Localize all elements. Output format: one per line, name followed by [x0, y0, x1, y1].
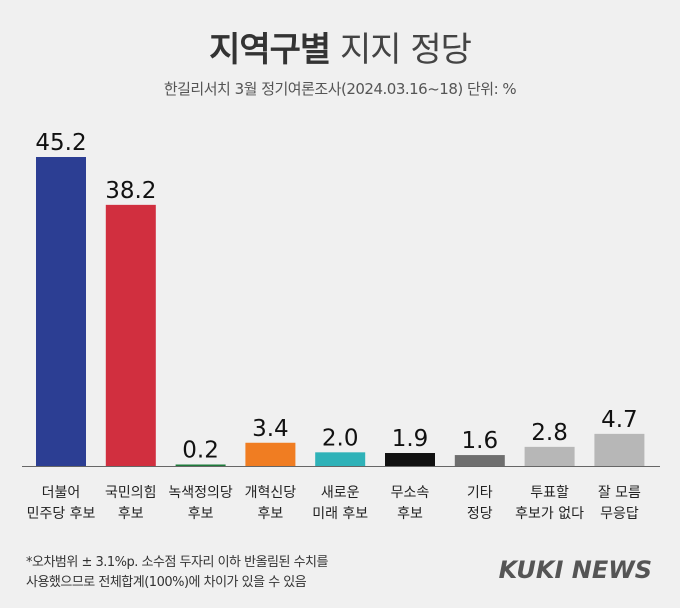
value-label-4: 2.0	[322, 425, 359, 451]
category-label-0-1: 민주당 후보	[27, 506, 96, 522]
category-label-1-0: 국민의힘	[105, 485, 157, 501]
bar-1	[105, 204, 156, 466]
chart-title: 지역구별 지지 정당	[0, 22, 680, 71]
category-label-3-1: 후보	[258, 506, 284, 522]
value-label-7: 2.8	[531, 420, 568, 446]
bar-5	[385, 453, 435, 466]
value-label-8: 4.7	[601, 407, 638, 433]
kuki-news-logo: KUKI NEWS	[498, 556, 652, 584]
category-label-7-1: 후보가 없다	[515, 506, 584, 522]
bar-3	[245, 442, 296, 466]
footnote-line-2: 사용했으므로 전체합계(100%)에 차이가 있을 수 있음	[26, 575, 307, 590]
category-label-6-0: 기타	[467, 485, 493, 501]
bar-0	[36, 157, 86, 466]
bar-6	[454, 455, 505, 466]
value-label-5: 1.9	[392, 426, 429, 452]
category-label-4-0: 새로운	[321, 485, 360, 501]
chart-subtitle: 한길리서치 3월 정기여론조사(2024.03.16~18) 단위: %	[163, 80, 517, 98]
category-label-1-1: 후보	[118, 506, 144, 522]
category-label-6-1: 정당	[467, 506, 493, 522]
category-label-2-0: 녹색정의당	[168, 485, 233, 501]
bar-8	[594, 433, 645, 466]
category-label-2-1: 후보	[188, 506, 214, 522]
category-label-4-1: 미래 후보	[312, 506, 368, 522]
bar-7	[524, 446, 575, 466]
category-label-7-0: 투표할	[530, 485, 569, 501]
bar-4	[315, 452, 366, 466]
category-label-5-0: 무소속	[391, 485, 430, 501]
category-label-5-1: 후보	[397, 506, 423, 522]
value-label-2: 0.2	[182, 438, 219, 464]
chart-title-rest: 지지 정당	[340, 30, 472, 70]
value-label-6: 1.6	[462, 428, 499, 454]
category-label-3-0: 개혁신당	[245, 485, 297, 501]
footnote-line-1: *오차범위 ± 3.1%p. 소수점 두자리 이하 반올림된 수치를	[26, 555, 328, 570]
bar-2	[175, 464, 226, 466]
category-label-8-1: 무응답	[600, 506, 639, 522]
footnote: *오차범위 ± 3.1%p. 소수점 두자리 이하 반올림된 수치를 사용했으므…	[26, 553, 328, 593]
value-label-3: 3.4	[252, 416, 289, 442]
category-label-8-0: 잘 모름	[598, 485, 641, 501]
value-label-1: 38.2	[105, 178, 156, 204]
chart-title-bold: 지역구별	[209, 30, 331, 70]
category-label-0-0: 더불어	[42, 485, 81, 501]
value-label-0: 45.2	[35, 130, 86, 156]
